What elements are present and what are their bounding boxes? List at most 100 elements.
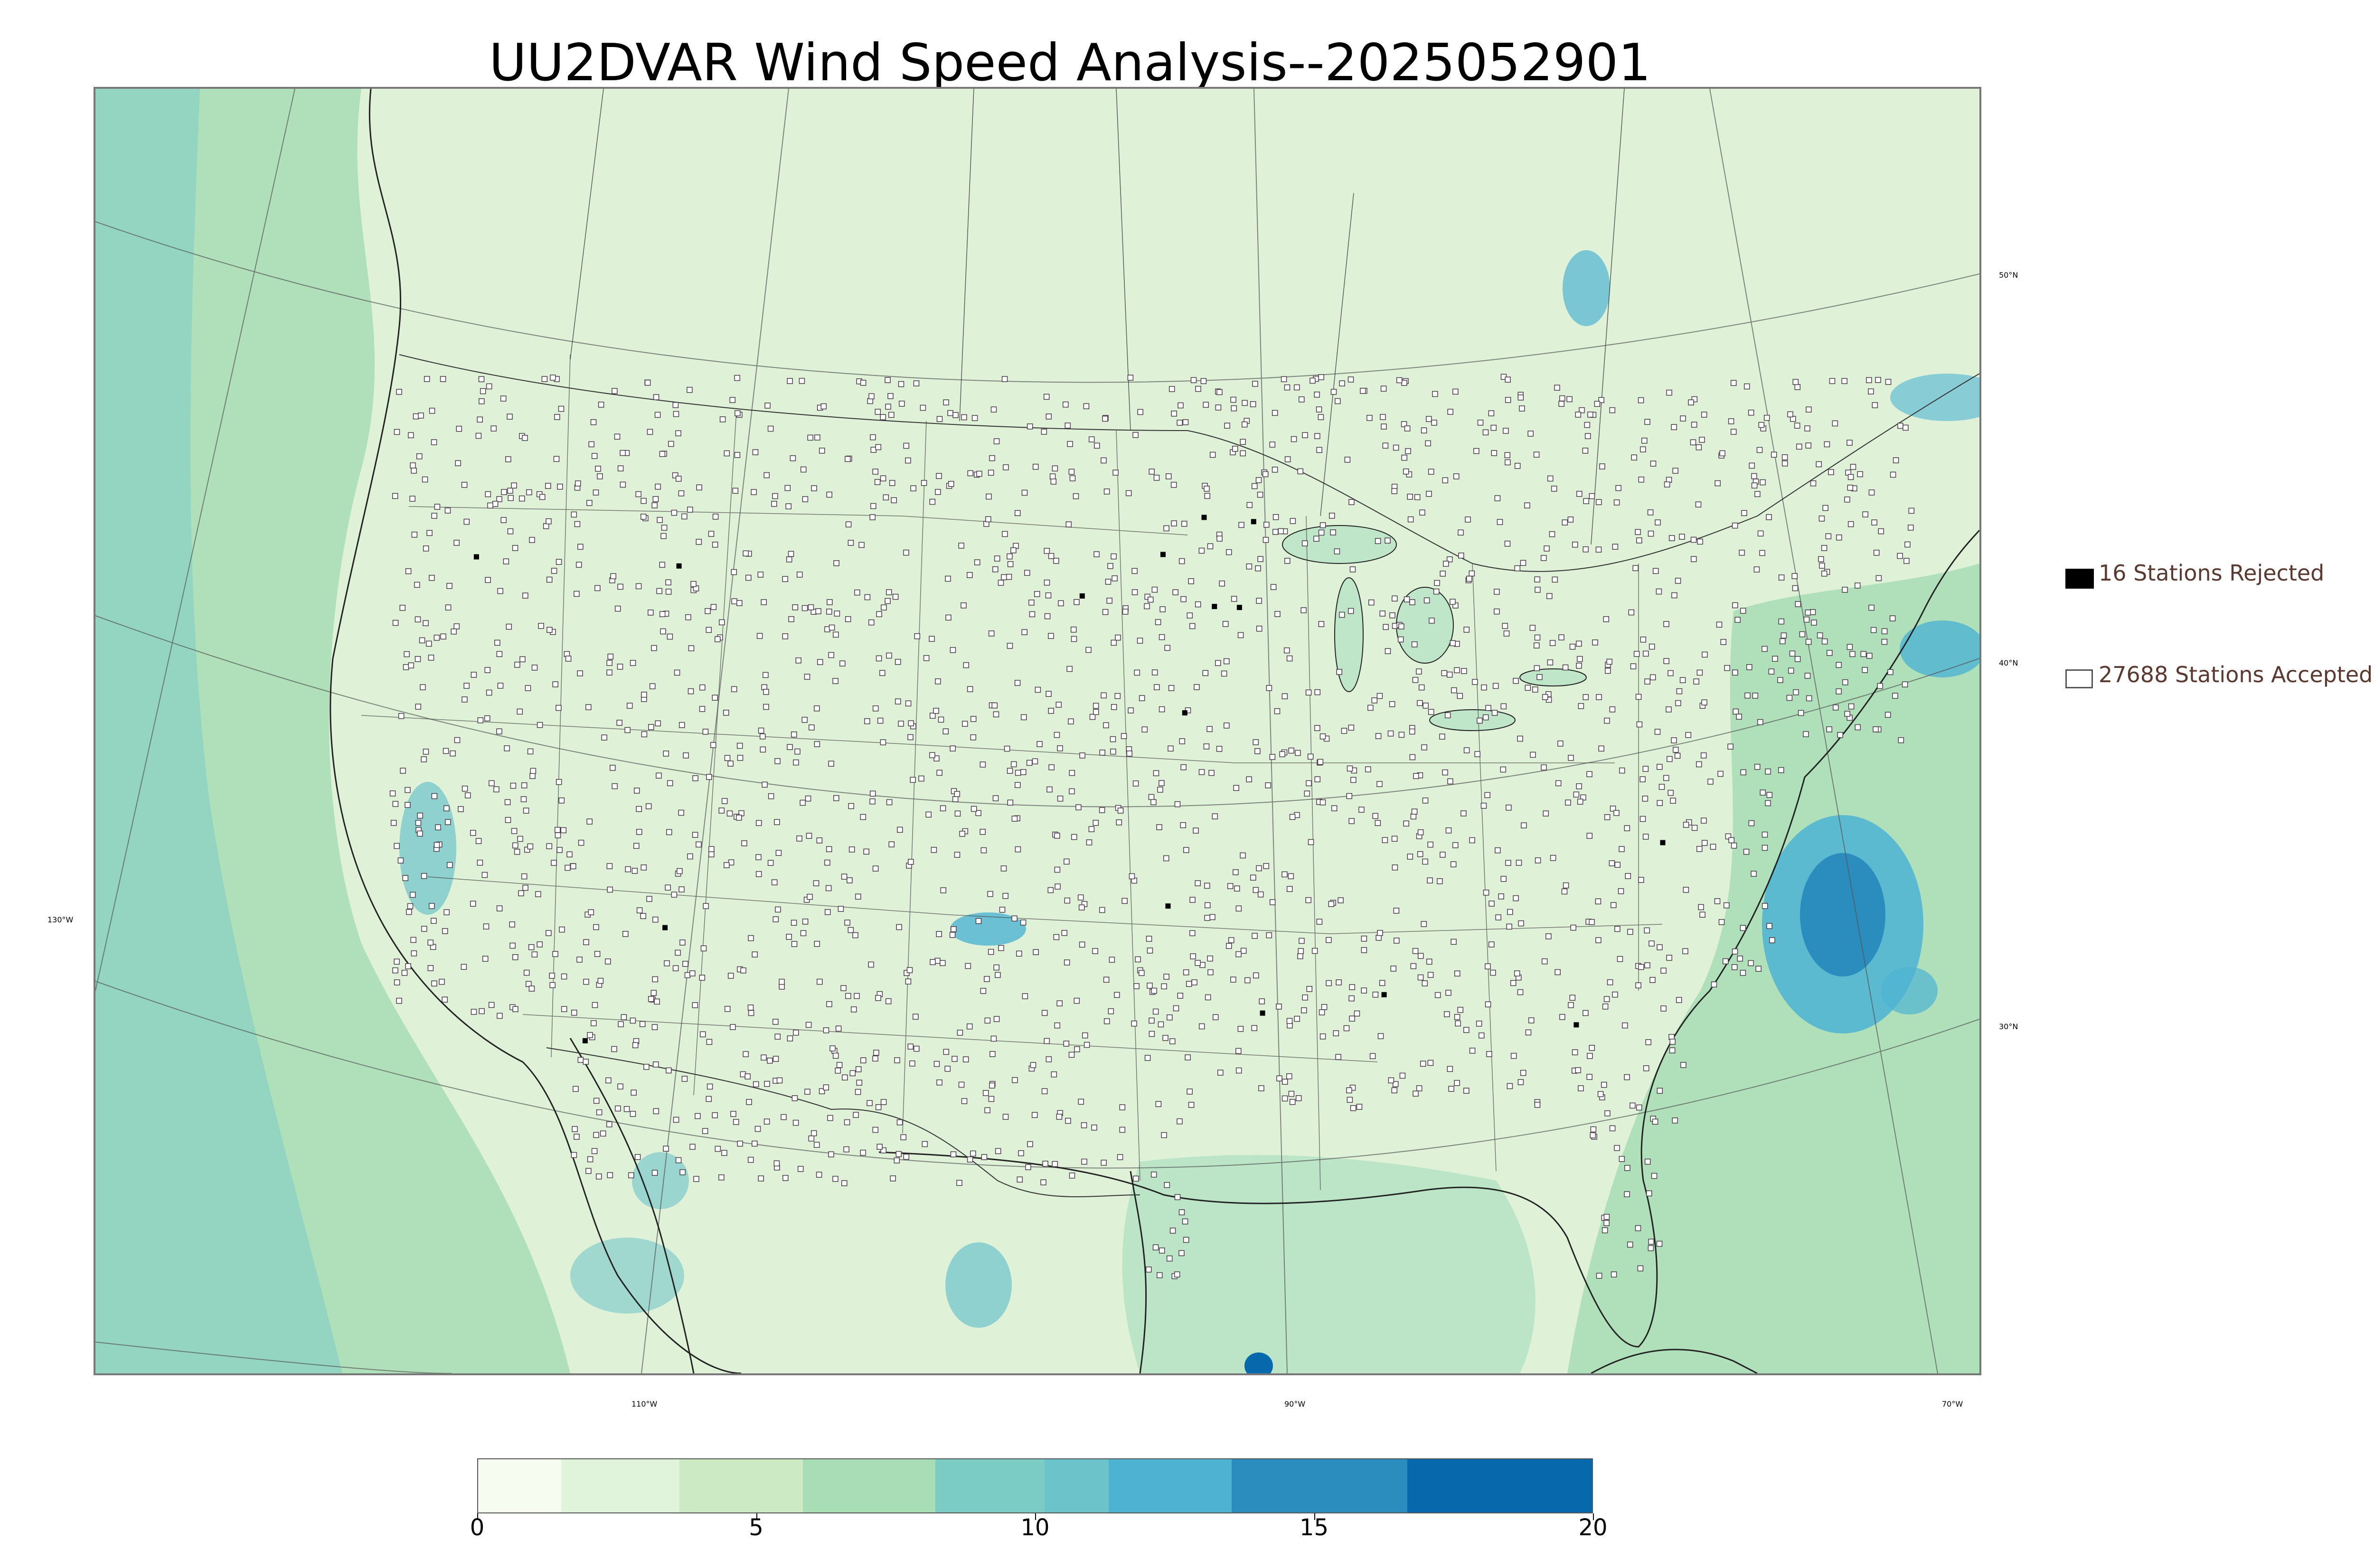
station-marker	[512, 1006, 518, 1013]
station-marker	[869, 514, 876, 520]
station-marker	[741, 840, 747, 846]
station-marker	[510, 782, 517, 789]
station-marker	[1116, 819, 1122, 826]
station-marker	[1809, 609, 1816, 615]
lake-erie	[1429, 709, 1516, 731]
station-marker	[667, 780, 673, 787]
station-marker	[1111, 553, 1117, 560]
station-marker	[1153, 475, 1160, 481]
station-marker	[826, 1001, 832, 1007]
station-marker	[970, 716, 977, 722]
station-marker	[403, 664, 409, 670]
station-marker	[1766, 792, 1773, 798]
station-marker	[1458, 553, 1464, 559]
station-marker	[585, 704, 592, 710]
station-marker	[594, 951, 601, 957]
station-marker	[1691, 422, 1697, 428]
station-marker	[933, 755, 940, 761]
station-marker	[549, 982, 556, 988]
station-marker	[732, 488, 739, 494]
station-marker	[1015, 770, 1021, 776]
station-marker	[596, 1109, 603, 1116]
station-marker	[402, 875, 409, 881]
station-marker	[1185, 1054, 1191, 1061]
station-marker	[415, 616, 421, 623]
station-marker	[1390, 966, 1397, 972]
station-marker	[1639, 816, 1646, 822]
station-marker	[504, 745, 510, 751]
station-marker	[828, 1151, 834, 1157]
station-marker	[607, 886, 613, 893]
station-marker	[793, 759, 799, 766]
station-marker	[1507, 1083, 1513, 1089]
colorbar-tick-label: 15	[1299, 1514, 1329, 1541]
station-marker	[1407, 516, 1414, 523]
station-marker	[726, 810, 733, 817]
station-marker	[1724, 665, 1730, 671]
station-marker	[943, 1049, 950, 1055]
station-marker	[796, 572, 803, 578]
station-marker	[1016, 950, 1022, 957]
station-marker	[1631, 454, 1637, 460]
station-marker	[1821, 638, 1828, 645]
station-marker	[1572, 541, 1578, 548]
station-marker	[593, 489, 599, 496]
station-marker	[389, 790, 396, 797]
station-marker	[1266, 932, 1272, 939]
station-marker	[1014, 680, 1021, 686]
station-marker	[1168, 386, 1175, 392]
station-marker	[1614, 1145, 1620, 1151]
parallel-20n	[95, 1342, 452, 1373]
station-marker	[1183, 847, 1189, 853]
station-marker	[1339, 611, 1345, 618]
station-marker	[1632, 565, 1639, 572]
station-marker	[1331, 805, 1338, 811]
station-marker	[1611, 1271, 1617, 1277]
station-marker	[1444, 1011, 1450, 1017]
station-marker	[1064, 897, 1071, 904]
station-marker	[685, 614, 691, 620]
station-marker	[1520, 560, 1526, 566]
station-marker	[1513, 677, 1519, 684]
station-marker	[1649, 940, 1655, 947]
station-marker	[1716, 621, 1723, 628]
station-marker	[571, 511, 577, 518]
station-marker	[1419, 509, 1425, 516]
station-marker	[1429, 618, 1435, 624]
station-marker	[1719, 450, 1725, 457]
station-marker	[1754, 764, 1761, 770]
station-marker	[872, 1127, 879, 1133]
station-marker	[583, 978, 589, 985]
station-marker	[1032, 463, 1039, 470]
station-marker	[496, 496, 502, 502]
station-marker	[706, 1096, 712, 1102]
station-marker	[1182, 1218, 1188, 1225]
station-marker	[1335, 398, 1341, 404]
station-marker	[1592, 639, 1598, 646]
rejected-station-marker	[1182, 710, 1187, 716]
station-marker	[679, 939, 686, 946]
station-marker	[1746, 664, 1752, 670]
station-marker	[816, 837, 823, 844]
station-marker	[1868, 489, 1875, 496]
station-marker	[984, 1107, 990, 1114]
rejected-station-marker	[676, 563, 682, 569]
station-marker	[1334, 548, 1340, 554]
station-marker	[1822, 505, 1828, 511]
map-panel[interactable]	[94, 87, 1981, 1375]
station-marker	[1369, 1053, 1376, 1059]
station-marker	[1253, 739, 1259, 745]
station-marker	[1376, 781, 1383, 787]
station-marker	[708, 846, 715, 852]
station-marker	[1514, 970, 1520, 976]
station-marker	[1382, 837, 1388, 843]
station-marker	[431, 918, 437, 924]
station-marker	[408, 662, 415, 668]
station-marker	[1099, 750, 1105, 756]
station-marker	[1034, 591, 1040, 597]
station-marker	[1494, 608, 1500, 615]
station-marker	[531, 665, 538, 671]
station-marker	[538, 623, 544, 629]
station-marker	[1491, 450, 1498, 456]
station-marker	[1666, 389, 1672, 396]
